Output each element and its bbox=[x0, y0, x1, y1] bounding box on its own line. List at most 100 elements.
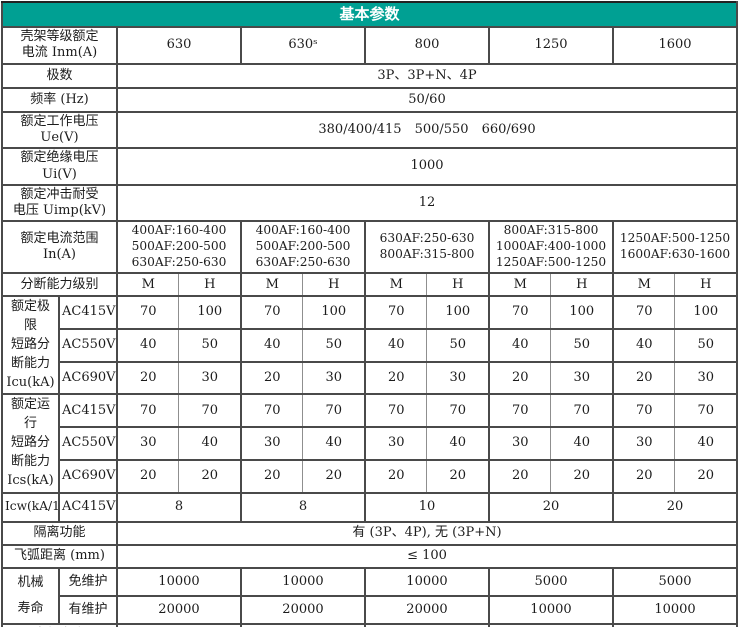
ics-cell: 20 bbox=[363, 458, 428, 494]
ics-cell: 20 bbox=[178, 458, 242, 494]
isolation-value: 有 (3P、4P), 无 (3P+N) bbox=[115, 520, 739, 546]
icu-cell: 50 bbox=[674, 327, 739, 363]
current-range-cell: 400AF:160-400 500AF:200-500 630AF:250-63… bbox=[115, 220, 242, 275]
table-row: Icw(kA/1s) AC415V 8 8 10 20 20 bbox=[0, 491, 739, 523]
frame-current-value: 630ˢ bbox=[239, 25, 366, 65]
table-row: 频率 (Hz) 50/60 bbox=[0, 86, 739, 113]
ics-cell: 70 bbox=[363, 393, 428, 429]
table-row: 电气寿命 8000 8000 8000 2500 2500 bbox=[0, 622, 739, 627]
row-label-rated-voltage: 额定工作电压 Ue(V) bbox=[0, 110, 118, 150]
icu-cell: 20 bbox=[239, 360, 304, 396]
icu-cell: 20 bbox=[487, 360, 552, 396]
sub-label-ac550v: AC550V bbox=[57, 426, 118, 461]
current-range-cell: 630AF:250-630 800AF:315-800 bbox=[363, 220, 490, 275]
mech-life-cell: 20000 bbox=[239, 594, 366, 625]
table-row: 分断能力级别 M H M H M H M H M H bbox=[0, 272, 739, 298]
poles-value: 3P、3P+N、4P bbox=[115, 62, 739, 89]
table-row: 机械 寿命 免维护 10000 10000 10000 5000 5000 bbox=[0, 566, 739, 625]
ics-cell: 40 bbox=[178, 426, 242, 461]
ics-cell: 20 bbox=[302, 458, 366, 494]
table-row: 额定电流范围 In(A) 400AF:160-400 500AF:200-500… bbox=[0, 220, 739, 275]
frame-current-value: 1250 bbox=[487, 25, 614, 65]
icw-cell: 20 bbox=[611, 491, 739, 523]
row-label-poles: 极数 bbox=[0, 62, 118, 89]
table-row: AC550V 30 40 30 40 30 40 30 40 30 40 bbox=[2, 426, 739, 461]
current-range-cell: 800AF:315-800 1000AF:400-1000 1250AF:500… bbox=[487, 220, 614, 275]
level-cell: H bbox=[302, 272, 366, 298]
icu-cell: 40 bbox=[363, 327, 428, 363]
row-label-isolation: 隔离功能 bbox=[0, 520, 118, 546]
row-label-breaking-level: 分断能力级别 bbox=[0, 272, 118, 298]
icu-cell: 20 bbox=[115, 360, 180, 396]
ics-cell: 70 bbox=[674, 393, 739, 429]
icu-cell: 70 bbox=[115, 295, 180, 330]
elec-life-cell: 8000 bbox=[363, 622, 490, 627]
mech-life-cell: 5000 bbox=[611, 566, 739, 597]
frame-current-value: 630 bbox=[115, 25, 242, 65]
icu-cell: 30 bbox=[550, 360, 614, 396]
arc-distance-value: ≤ 100 bbox=[115, 543, 739, 569]
table-row: 额定极限 短路分 断能力 Icu(kA) AC415V 70 100 70 10… bbox=[0, 295, 739, 396]
table-row: 额定绝缘电压 Ui(V) 1000 bbox=[0, 147, 739, 186]
elec-life-cell: 2500 bbox=[487, 622, 614, 627]
icu-cell: 40 bbox=[115, 327, 180, 363]
row-label-current-range: 额定电流范围 In(A) bbox=[0, 220, 118, 275]
ics-cell: 40 bbox=[674, 426, 739, 461]
ics-cell: 40 bbox=[550, 426, 614, 461]
ics-cell: 70 bbox=[550, 393, 614, 429]
ics-cell: 20 bbox=[550, 458, 614, 494]
elec-life-cell: 2500 bbox=[611, 622, 739, 627]
sub-label-ac550v: AC550V bbox=[57, 327, 118, 363]
level-cell: M bbox=[239, 272, 304, 298]
icw-cell: 20 bbox=[487, 491, 614, 523]
icu-cell: 70 bbox=[363, 295, 428, 330]
icu-cell: 30 bbox=[674, 360, 739, 396]
sub-label-with-maintenance: 有维护 bbox=[57, 594, 118, 625]
level-cell: M bbox=[115, 272, 180, 298]
sub-label-ac415v: AC415V bbox=[57, 295, 118, 330]
mech-life-cell: 5000 bbox=[487, 566, 614, 597]
icu-cell: 20 bbox=[611, 360, 676, 396]
icu-cell: 70 bbox=[239, 295, 304, 330]
row-label-icw: Icw(kA/1s) bbox=[0, 491, 60, 523]
insulation-voltage-value: 1000 bbox=[115, 147, 739, 186]
ics-cell: 30 bbox=[487, 426, 552, 461]
mech-life-cell: 20000 bbox=[115, 594, 242, 625]
icu-cell: 50 bbox=[178, 327, 242, 363]
icu-cell: 100 bbox=[550, 295, 614, 330]
icu-cell: 70 bbox=[611, 295, 676, 330]
table-row: AC690V 20 30 20 30 20 30 20 30 20 30 bbox=[2, 360, 739, 396]
table-row: AC550V 40 50 40 50 40 50 40 50 40 50 bbox=[2, 327, 739, 363]
row-label-mech-life: 机械 寿命 bbox=[0, 566, 60, 625]
ics-cell: 70 bbox=[115, 393, 180, 429]
table-row: 额定运行 短路分 断能力 Ics(kA) AC415V 70 70 70 70 … bbox=[0, 393, 739, 494]
table-row: AC690V 20 20 20 20 20 20 20 20 20 20 bbox=[2, 458, 739, 494]
ics-cell: 70 bbox=[178, 393, 242, 429]
sub-label-ac690v: AC690V bbox=[57, 360, 118, 396]
icu-cell: 50 bbox=[426, 327, 490, 363]
sub-label-maintenance-free: 免维护 bbox=[57, 566, 118, 597]
mech-life-cell: 20000 bbox=[363, 594, 490, 625]
current-range-cell: 1250AF:500-1250 1600AF:630-1600 bbox=[611, 220, 739, 275]
ics-cell: 30 bbox=[611, 426, 676, 461]
ics-cell: 70 bbox=[426, 393, 490, 429]
mech-life-cell: 10000 bbox=[239, 566, 366, 597]
ics-cell: 30 bbox=[239, 426, 304, 461]
table-row: 壳架等级额定 电流 Inm(A) 630 630ˢ 800 1250 1600 bbox=[0, 25, 739, 65]
row-label-frame-current: 壳架等级额定 电流 Inm(A) bbox=[0, 25, 118, 65]
row-label-ics: 额定运行 短路分 断能力 Ics(kA) bbox=[0, 393, 60, 494]
frame-current-value: 800 bbox=[363, 25, 490, 65]
table-row: 额定冲击耐受 电压 Uimp(kV) 12 bbox=[0, 183, 739, 223]
mech-life-cell: 10000 bbox=[115, 566, 242, 597]
mech-life-cell: 10000 bbox=[363, 566, 490, 597]
ics-cell: 70 bbox=[239, 393, 304, 429]
sub-label-ac415v: AC415V bbox=[57, 491, 118, 523]
icu-cell: 100 bbox=[674, 295, 739, 330]
frequency-value: 50/60 bbox=[115, 86, 739, 113]
icu-cell: 40 bbox=[487, 327, 552, 363]
sub-label-ac690v: AC690V bbox=[57, 458, 118, 494]
table-row: 隔离功能 有 (3P、4P), 无 (3P+N) bbox=[0, 520, 739, 546]
level-cell: H bbox=[178, 272, 242, 298]
row-label-arc-distance: 飞弧距离 (mm) bbox=[0, 543, 118, 569]
